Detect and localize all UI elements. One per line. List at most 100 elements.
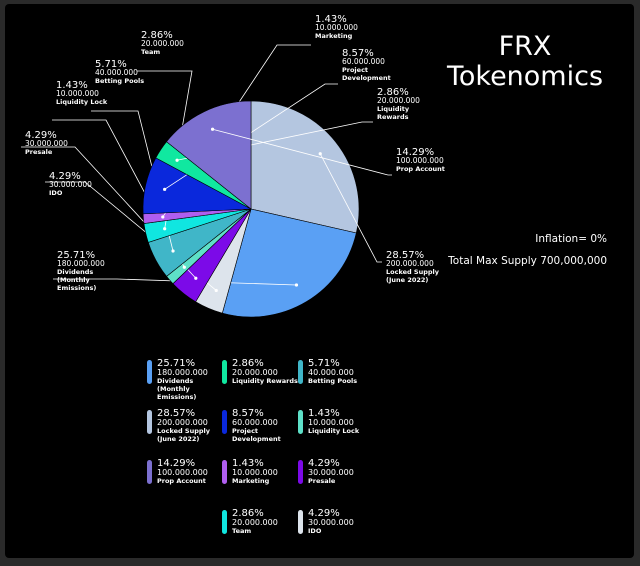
slice-name-label: IDO: [49, 189, 63, 197]
slice-name-label: Liquidity Rewards: [377, 105, 410, 121]
leader-dot: [182, 265, 186, 269]
legend-amount: 100.000.000: [157, 468, 208, 477]
legend-swatch: [298, 360, 303, 384]
legend-name: Marketing: [232, 477, 270, 485]
legend-name: Liquidity Lock: [308, 427, 360, 435]
legend-name: Locked Supply (June 2022): [157, 427, 211, 443]
slice-name-label: Team: [141, 48, 160, 56]
legend-name: Dividends (Monthly Emissions): [157, 377, 197, 401]
legend-amount: 200.000.000: [157, 418, 208, 427]
legend-amount: 60.000.000: [232, 418, 278, 427]
legend-pct: 2.86%: [232, 358, 264, 369]
legend-swatch: [147, 410, 152, 434]
legend-pct: 1.43%: [232, 458, 264, 469]
slice-name-label: Marketing: [315, 32, 353, 40]
slice-amount-label: 100.000.000: [396, 156, 444, 165]
slice-name-label: Dividends (Monthly Emissions): [57, 268, 96, 292]
legend-amount: 10.000.000: [308, 418, 354, 427]
total-supply-text: Total Max Supply 700,000,000: [448, 255, 607, 267]
title-line-2: Tokenomics: [446, 61, 604, 92]
legend-swatch: [147, 460, 152, 484]
slice-pct-label: 4.29%: [25, 130, 57, 141]
slice-pct-label: 8.57%: [342, 48, 374, 59]
legend-amount: 10.000.000: [232, 468, 278, 477]
legend-name: IDO: [308, 527, 322, 535]
slice-pct-label: 25.71%: [57, 250, 95, 261]
slice-name-label: Liquidity Lock: [56, 98, 108, 106]
slice-pct-label: 1.43%: [315, 14, 347, 25]
legend-amount: 30.000.000: [308, 518, 354, 527]
legend-amount: 40.000.000: [308, 368, 354, 377]
slice-pct-label: 5.71%: [95, 59, 127, 70]
slice-amount-label: 60.000.000: [342, 57, 385, 66]
slice-amount-label: 10.000.000: [56, 89, 99, 98]
legend-pct: 14.29%: [157, 458, 196, 469]
slice-amount-label: 20.000.000: [141, 39, 184, 48]
inflation-text: Inflation= 0%: [535, 233, 607, 245]
slice-pct-label: 14.29%: [396, 147, 434, 158]
legend-name: Prop Account: [157, 477, 206, 485]
slice-amount-label: 30.000.000: [25, 139, 68, 148]
legend-pct: 1.43%: [308, 408, 340, 419]
slice-name-label: Project Development: [342, 66, 391, 82]
leader-dot: [214, 288, 218, 293]
leader-line: [319, 153, 382, 263]
slice-amount-label: 10.000.000: [315, 23, 358, 32]
legend-name: Presale: [308, 477, 336, 485]
legend-swatch: [298, 410, 303, 434]
legend-pct: 25.71%: [157, 358, 196, 369]
legend-name: Betting Pools: [308, 377, 358, 385]
leader-line: [53, 278, 297, 286]
pie-slice: [166, 100, 252, 210]
pie-slice: [221, 208, 357, 318]
slice-amount-label: 20.000.000: [377, 96, 420, 105]
slice-pct-label: 2.86%: [377, 87, 409, 98]
slice-name-label: Presale: [25, 148, 53, 156]
slice-amount-label: 200.000.000: [386, 259, 434, 268]
leader-dot: [171, 249, 175, 253]
chart-frame: FRX Tokenomics Inflation= 0% Total Max S…: [5, 4, 634, 558]
legend-amount: 20.000.000: [232, 368, 278, 377]
legend-amount: 30.000.000: [308, 468, 354, 477]
legend-name: Project Development: [232, 427, 281, 443]
slice-amount-label: 30.000.000: [49, 180, 92, 189]
legend-swatch: [298, 460, 303, 484]
leader-dot: [161, 215, 165, 219]
legend-swatch: [298, 510, 303, 534]
legend-swatch: [222, 410, 227, 434]
leader-dot: [175, 158, 179, 162]
slice-name-label: Locked Supply (June 2022): [386, 268, 440, 284]
legend-swatch: [222, 510, 227, 534]
leader-line: [212, 128, 392, 176]
legend-pct: 28.57%: [157, 408, 196, 419]
legend-swatch: [222, 460, 227, 484]
leader-dot: [194, 276, 198, 280]
legend-swatch: [147, 360, 152, 384]
pie-slice: [250, 100, 360, 234]
slice-name-label: Prop Account: [396, 165, 445, 173]
slice-pct-label: 1.43%: [56, 80, 88, 91]
legend-pct: 2.86%: [232, 508, 264, 519]
slice-pct-label: 2.86%: [141, 30, 173, 41]
title-line-1: FRX: [498, 31, 552, 62]
legend-pct: 8.57%: [232, 408, 264, 419]
slice-pct-label: 28.57%: [386, 250, 424, 261]
legend-amount: 180.000.000: [157, 368, 208, 377]
leader-dot: [163, 227, 167, 231]
leader-dot: [163, 187, 167, 191]
slice-amount-label: 180.000.000: [57, 259, 105, 268]
slice-amount-label: 40.000.000: [95, 68, 138, 77]
legend-name: Liquidity Rewards: [232, 377, 298, 385]
legend-name: Team: [232, 527, 252, 535]
legend-pct: 4.29%: [308, 508, 340, 519]
legend-swatch: [222, 360, 227, 384]
leader-dot: [294, 283, 299, 287]
legend-pct: 5.71%: [308, 358, 340, 369]
leader-dot: [318, 152, 322, 156]
slice-name-label: Betting Pools: [95, 77, 144, 85]
legend-amount: 20.000.000: [232, 518, 278, 527]
slice-pct-label: 4.29%: [49, 171, 81, 182]
legend-pct: 4.29%: [308, 458, 340, 469]
leader-dot: [210, 127, 215, 131]
